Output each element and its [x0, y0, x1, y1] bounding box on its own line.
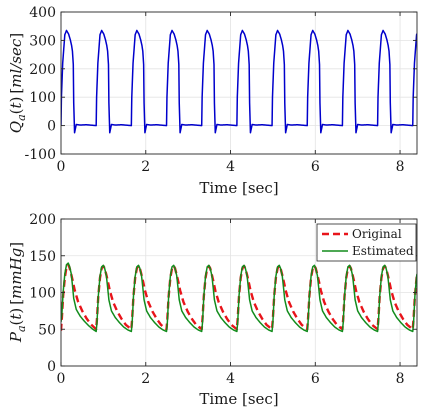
flow-chart-xlabel: Time [sec] — [199, 179, 278, 197]
flow-series-line — [61, 29, 417, 134]
pressure-chart-xlabel: Time [sec] — [199, 390, 278, 408]
flow-chart-ylabel: Qa(t) [ml/sec] — [7, 33, 28, 133]
pressure-ytick-label-50: 50 — [38, 322, 56, 338]
pressure-chart-panel: 0 2 4 6 8 0 50 100 150 200 Time [sec] Pa(t) [mmHg… — [7, 212, 418, 408]
pressure-xtick-label-2: 2 — [141, 371, 150, 387]
pressure-chart-ticks: 0 2 4 6 8 0 50 100 150 200 — [29, 212, 417, 387]
flow-chart-frame — [60, 11, 418, 155]
pressure-ytick-label-150: 150 — [29, 249, 56, 265]
flow-ytick-label-0: 0 — [47, 119, 56, 135]
legend-box — [316, 223, 417, 262]
pressure-ytick-label-100: 100 — [29, 286, 56, 302]
pressure-xtick-label-0: 0 — [57, 371, 66, 387]
legend-estimated-label: Estimated — [352, 244, 414, 258]
flow-chart-series — [61, 29, 417, 134]
pressure-chart-ylabel: Pa(t) [mmHg] — [7, 242, 28, 343]
flow-ytick-label-400: 400 — [29, 5, 56, 21]
flow-ytick-label-200: 200 — [29, 62, 56, 78]
pressure-xtick-label-4: 4 — [226, 371, 235, 387]
pressure-chart-legend: Original Estimated — [316, 223, 417, 262]
pressure-ytick-label-200: 200 — [29, 212, 56, 228]
flow-xtick-label-8: 8 — [396, 159, 405, 175]
flow-ytick-label-100: 100 — [29, 90, 56, 106]
pressure-ytick-label-0: 0 — [47, 359, 56, 375]
pressure-series-estimated — [61, 262, 417, 333]
flow-xtick-label-6: 6 — [311, 159, 320, 175]
flow-xtick-label-2: 2 — [141, 159, 150, 175]
flow-xtick-label-4: 4 — [226, 159, 235, 175]
flow-ytick-label--100: -100 — [25, 147, 56, 163]
legend-original-label: Original — [352, 227, 402, 241]
flow-chart-grid — [60, 11, 417, 155]
flow-ytick-label-300: 300 — [29, 33, 56, 49]
flow-xtick-label-0: 0 — [57, 159, 66, 175]
pressure-xtick-label-8: 8 — [396, 371, 405, 387]
pressure-chart-series — [61, 262, 417, 333]
pressure-xtick-label-6: 6 — [311, 371, 320, 387]
